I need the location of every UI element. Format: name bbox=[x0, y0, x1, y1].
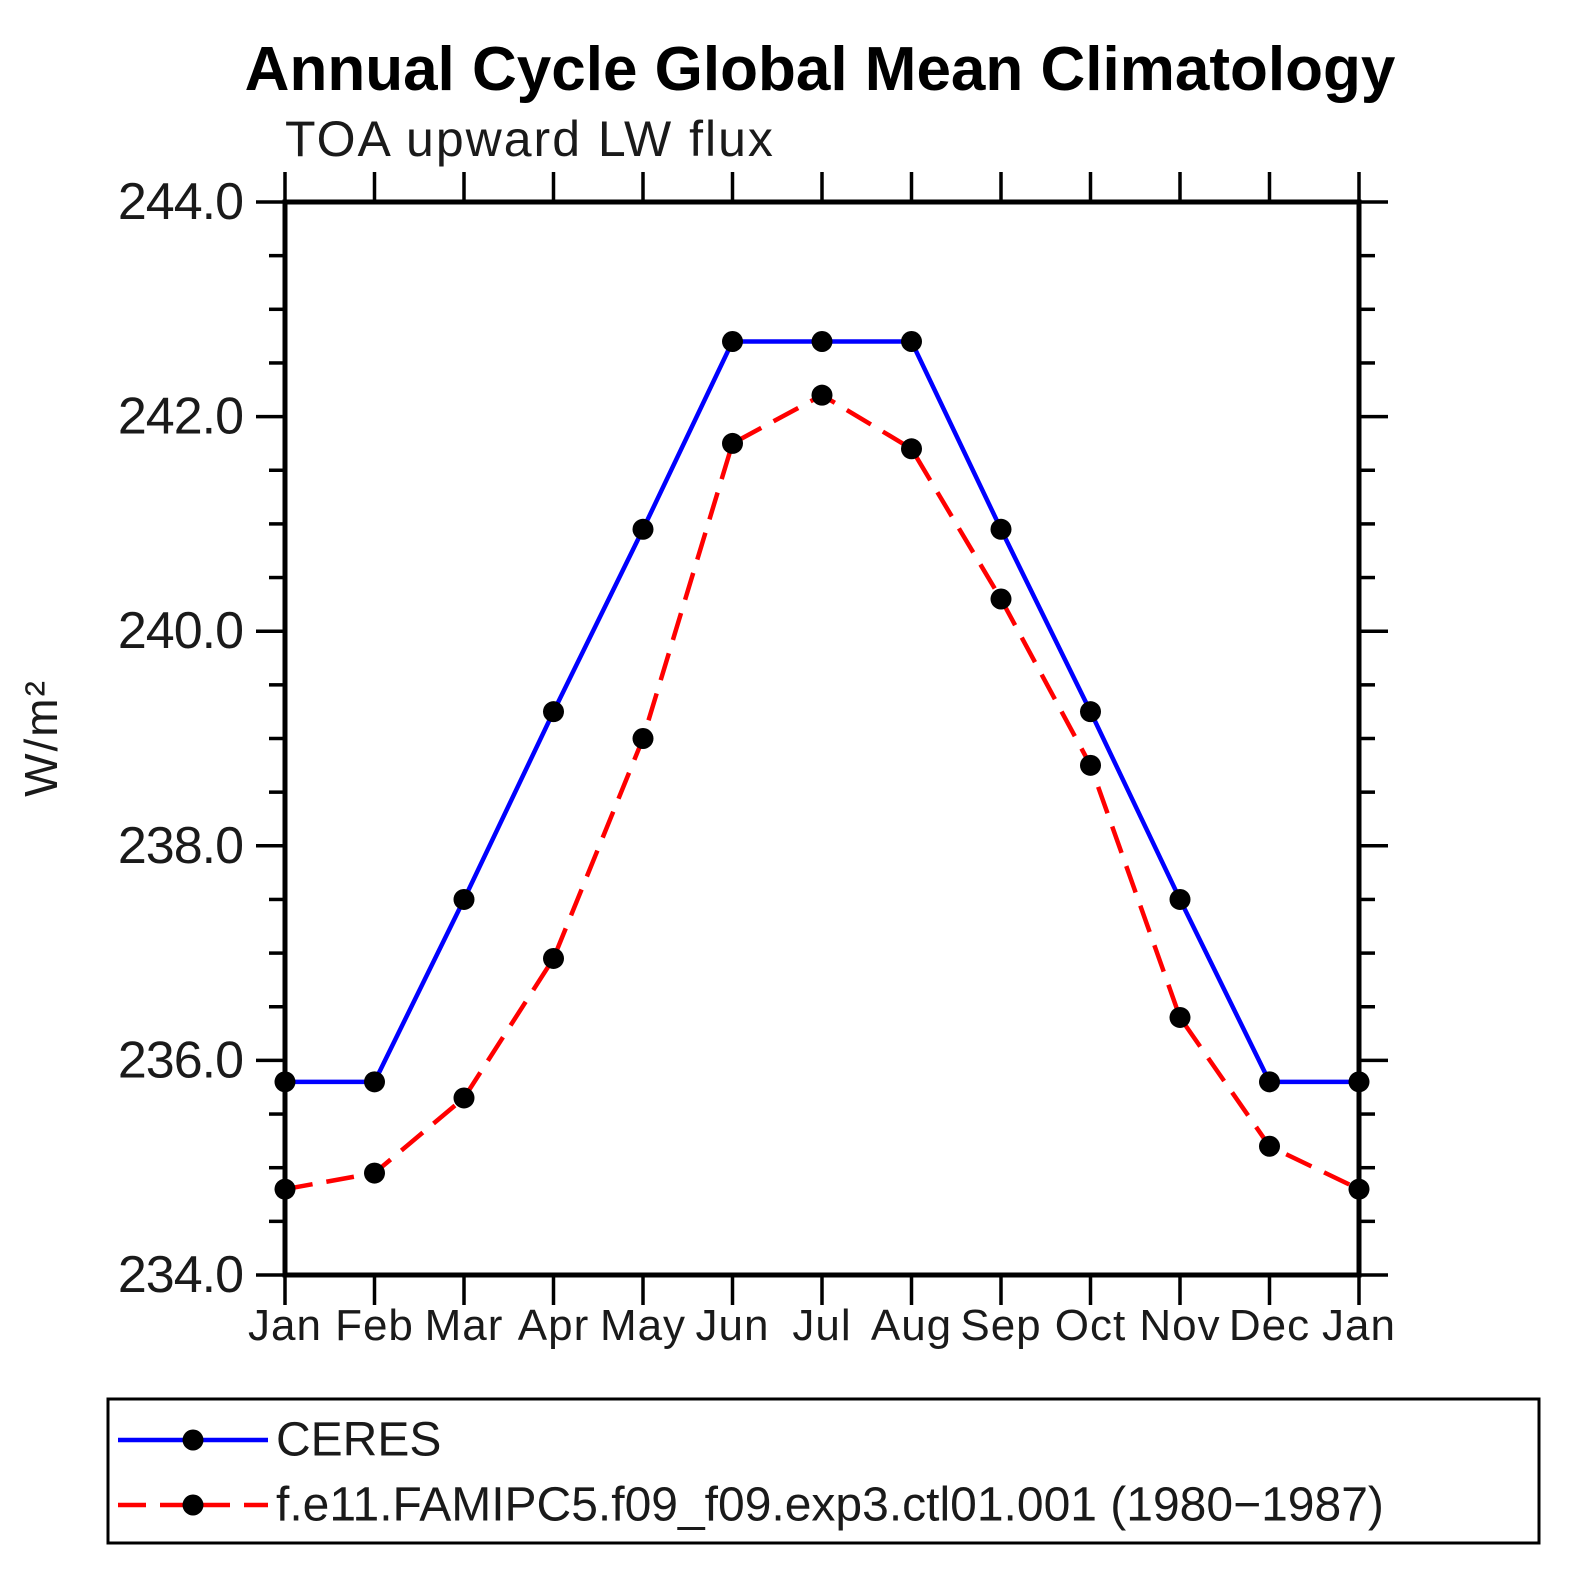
series-line bbox=[285, 339, 1359, 1085]
x-axis-tick-label: Sep bbox=[960, 1301, 1041, 1350]
chart-subtitle: TOA upward LW flux bbox=[285, 111, 775, 167]
legend-box bbox=[106, 1397, 1541, 1545]
x-axis-tick-label: Oct bbox=[1055, 1301, 1126, 1350]
x-axis-tick-label: Jan bbox=[1322, 1301, 1396, 1350]
x-axis-tick-label: Mar bbox=[425, 1301, 504, 1350]
data-point bbox=[364, 1071, 385, 1093]
data-point bbox=[901, 438, 922, 460]
data-point bbox=[274, 1071, 296, 1093]
series-line bbox=[284, 392, 1360, 1192]
x-axis-tick-label: Feb bbox=[335, 1301, 414, 1350]
x-axis-tick-label: May bbox=[600, 1301, 686, 1350]
x-axis-tick-label: Apr bbox=[518, 1301, 589, 1350]
data-point bbox=[1169, 888, 1191, 910]
data-point bbox=[1080, 701, 1101, 723]
data-point bbox=[364, 1162, 385, 1184]
y-axis-tick-label: 244.0 bbox=[118, 173, 243, 231]
legend: CERES f.e11.FAMIPC5.f09_f09.exp3.ctl01.00… bbox=[106, 1397, 1541, 1545]
data-point bbox=[453, 888, 475, 910]
y-axis-tick-label: 236.0 bbox=[118, 1031, 243, 1089]
data-point bbox=[1348, 1178, 1370, 1200]
data-point bbox=[1169, 1006, 1191, 1028]
data-point bbox=[1259, 1135, 1280, 1157]
data-point bbox=[811, 384, 833, 406]
data-point bbox=[811, 330, 833, 352]
data-point bbox=[453, 1087, 475, 1109]
plot-series bbox=[274, 330, 1370, 1200]
data-point bbox=[722, 432, 743, 454]
data-point bbox=[1259, 1071, 1280, 1093]
data-point bbox=[543, 947, 564, 969]
legend-label: CERES bbox=[276, 1414, 441, 1467]
data-point bbox=[543, 701, 564, 723]
y-axis-label: W/m² bbox=[15, 679, 67, 797]
x-axis-tick-label: Jul bbox=[792, 1301, 851, 1350]
x-axis-tick-label: Nov bbox=[1139, 1301, 1220, 1350]
data-point bbox=[274, 1178, 296, 1200]
y-axis-tick-label: 240.0 bbox=[118, 602, 243, 660]
axes: 234.0 236.0 238.0 240.0 242.0 244.0 Jan Feb Mar A… bbox=[118, 172, 1396, 1350]
x-axis-tick-label: Jun bbox=[696, 1301, 770, 1350]
y-axis-tick-label: 242.0 bbox=[118, 388, 243, 446]
data-point bbox=[632, 728, 654, 749]
legend-marker bbox=[182, 1494, 204, 1516]
x-axis-tick-label: Aug bbox=[871, 1301, 952, 1350]
y-axis-tick-label: 234.0 bbox=[118, 1246, 243, 1304]
legend-label: f.e11.FAMIPC5.f09_f09.exp3.ctl01.001 (19… bbox=[276, 1479, 1384, 1532]
data-point bbox=[632, 518, 654, 540]
data-point bbox=[901, 330, 922, 352]
data-point bbox=[1080, 754, 1101, 776]
x-axis-tick-label: Dec bbox=[1229, 1301, 1310, 1350]
y-axis-tick-label: 238.0 bbox=[118, 817, 243, 875]
page-title: Annual Cycle Global Mean Climatology bbox=[245, 35, 1396, 104]
data-point bbox=[722, 330, 743, 352]
legend-marker bbox=[182, 1429, 204, 1451]
data-point bbox=[990, 518, 1012, 540]
data-point bbox=[1348, 1071, 1370, 1093]
x-axis-tick-label: Jan bbox=[248, 1301, 322, 1350]
data-point bbox=[990, 588, 1012, 610]
